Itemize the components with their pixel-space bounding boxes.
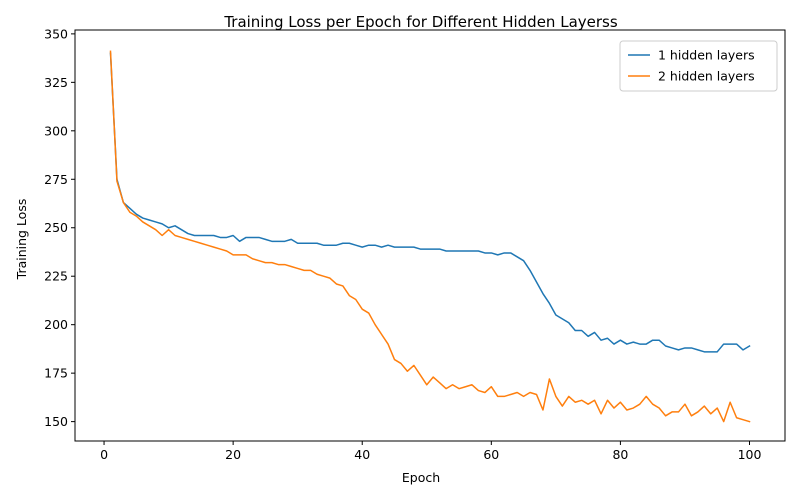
- y-tick-label: 175: [44, 366, 68, 381]
- legend: 1 hidden layers 2 hidden layers: [619, 40, 778, 92]
- x-axis: 0 20 40 60 80 100: [100, 441, 761, 462]
- y-axis-label: Training Loss: [14, 199, 29, 281]
- legend-label-1: 1 hidden layers: [658, 48, 755, 63]
- x-tick-label: 20: [225, 447, 241, 462]
- y-tick-label: 300: [44, 123, 68, 138]
- y-tick-label: 350: [44, 26, 68, 41]
- plot-area-frame: [74, 29, 786, 442]
- x-tick-label: 100: [738, 447, 762, 462]
- series-line-1: [109, 52, 751, 353]
- x-axis-label: Epoch: [402, 470, 440, 485]
- y-axis: 150 175 200 225 250 275 300 325 350: [44, 26, 75, 429]
- x-tick-label: 80: [612, 447, 628, 462]
- y-tick-label: 200: [44, 317, 68, 332]
- y-tick-label: 250: [44, 220, 68, 235]
- x-tick-label: 40: [354, 447, 370, 462]
- y-tick-label: 150: [44, 414, 68, 429]
- series-line-2: [109, 50, 751, 423]
- y-tick-label: 325: [44, 75, 68, 90]
- legend-label-2: 2 hidden layers: [658, 69, 755, 84]
- y-tick-label: 275: [44, 172, 68, 187]
- chart-title: Training Loss per Epoch for Different Hi…: [223, 13, 618, 31]
- x-tick-label: 60: [483, 447, 499, 462]
- legend-box: [619, 40, 778, 92]
- y-tick-label: 225: [44, 269, 68, 284]
- x-tick-label: 0: [100, 447, 108, 462]
- series-lines: [109, 50, 751, 423]
